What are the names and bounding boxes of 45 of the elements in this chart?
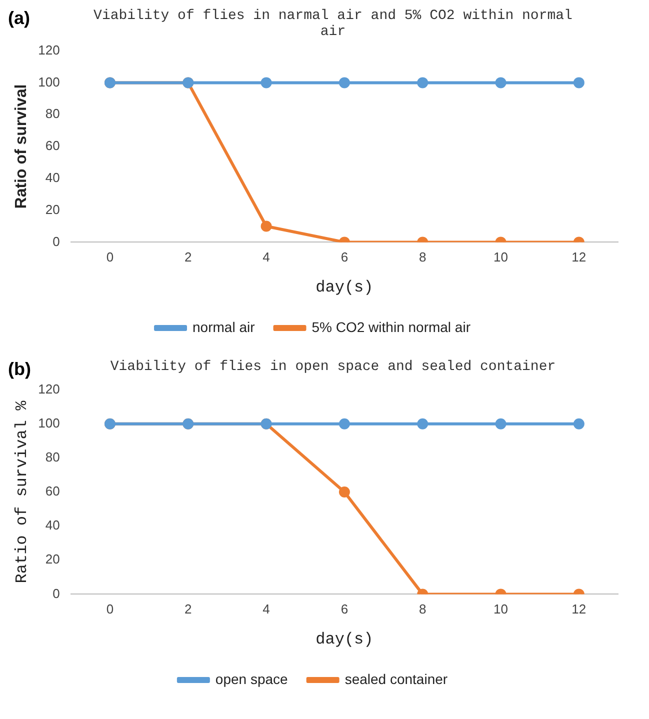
- y-tick-label: 100: [38, 74, 60, 90]
- x-tick-label: 4: [262, 602, 270, 617]
- chart-title: Viability of flies in narmal air and 5% CO2 within normal air: [92, 8, 574, 40]
- point: [495, 418, 506, 430]
- x-axis-title: day(s): [316, 278, 374, 297]
- x-tick-label: 8: [418, 602, 426, 617]
- y-tick-label: 0: [52, 586, 60, 601]
- point: [338, 418, 350, 430]
- x-tick-label: 10: [494, 602, 508, 617]
- text: (a): [8, 8, 30, 29]
- y-axis-title: Ratio of survival: [13, 84, 30, 209]
- y-axis-title: Ratio of survival %: [12, 400, 31, 584]
- y-tick-label: 120: [38, 42, 60, 58]
- y-tick-label: 40: [45, 518, 60, 533]
- x-tick-label: 0: [106, 250, 114, 265]
- chart-title: Viability of flies in open space and sealed container: [109, 359, 557, 377]
- x-tick-label: 4: [262, 250, 270, 265]
- y-tick-label: 40: [45, 170, 60, 185]
- y-tick-label: 100: [38, 415, 60, 430]
- x-tick-label: 6: [340, 602, 348, 617]
- y-tick-label: 80: [45, 450, 60, 465]
- point: [338, 486, 350, 498]
- x-axis-title: day(s): [316, 630, 374, 649]
- x-tick-label: 12: [572, 250, 586, 265]
- y-tick-label: 20: [45, 202, 60, 217]
- x-tick-label: 8: [418, 250, 426, 265]
- x-tick-label: 2: [184, 602, 192, 617]
- point: [573, 418, 584, 430]
- y-tick-label: 80: [45, 106, 60, 122]
- x-tick-label: 12: [572, 602, 586, 617]
- y-tick-label: 60: [45, 138, 60, 154]
- legend-label: sealed container: [344, 670, 448, 687]
- point: [417, 418, 428, 430]
- text: (b): [8, 359, 31, 380]
- y-tick-label: 60: [45, 484, 60, 499]
- y-tick-label: 0: [52, 234, 60, 249]
- legend-label: normal air: [192, 318, 256, 335]
- legend-label: open space: [215, 670, 288, 687]
- x-tick-label: 10: [494, 250, 508, 265]
- x-tick-label: 2: [184, 250, 192, 265]
- x-tick-label: 0: [106, 602, 114, 617]
- y-tick-label: 120: [38, 381, 60, 396]
- y-tick-label: 20: [45, 552, 60, 567]
- x-tick-label: 6: [340, 250, 348, 265]
- legend-label: 5% CO2 within normal air: [312, 318, 471, 335]
